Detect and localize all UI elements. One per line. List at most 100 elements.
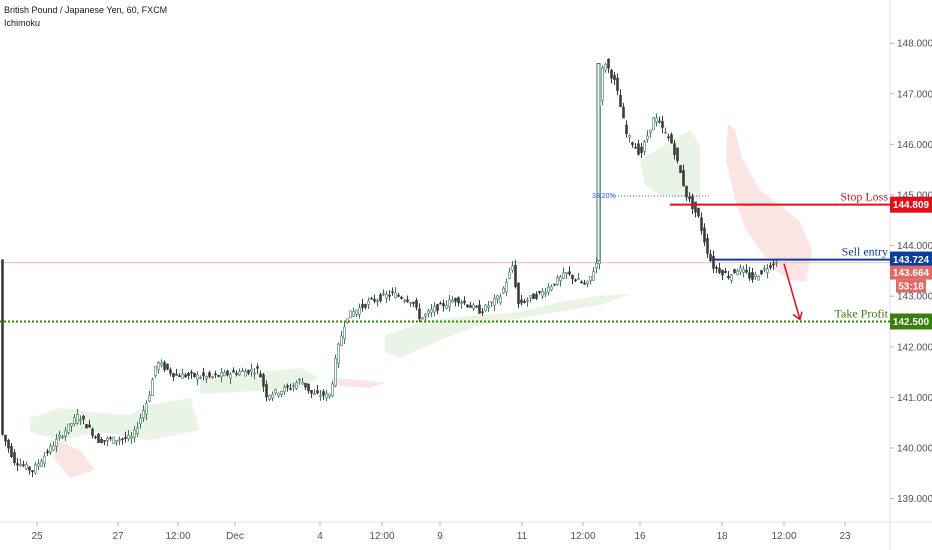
candle-body — [619, 95, 622, 107]
candle-body — [259, 373, 262, 378]
candle-body — [673, 143, 676, 155]
candle-body — [760, 270, 763, 275]
candle-body — [469, 305, 472, 308]
x-tick-label: 12:00 — [369, 531, 394, 542]
candle-body — [754, 274, 757, 277]
candle-body — [151, 379, 154, 397]
countdown-badge — [896, 279, 926, 293]
candle-body — [157, 362, 160, 370]
candle-body — [289, 388, 292, 390]
y-tick-label: 139.000 — [897, 494, 932, 505]
candle-body — [154, 366, 157, 376]
candle-body — [169, 369, 172, 374]
candle-body — [232, 370, 235, 373]
x-axis: 25 27 12:00 Dec 4 12:00 9 11 12:00 16 18 12:00 23 — [31, 522, 851, 542]
candle-body — [640, 146, 643, 153]
y-tick-label: 146.000 — [897, 140, 932, 151]
candle-body — [406, 299, 409, 303]
candle-body — [181, 373, 184, 379]
candle-body — [550, 286, 553, 291]
candle-body — [394, 292, 397, 299]
candle-body — [265, 384, 268, 398]
candle-body — [739, 267, 742, 273]
candle-body — [655, 117, 658, 123]
candle-body — [697, 208, 700, 217]
candle-body — [208, 372, 211, 377]
candle-body — [646, 135, 649, 140]
candle-body — [415, 300, 418, 308]
candle-body — [613, 75, 616, 80]
x-tick-label: 4 — [317, 531, 323, 542]
x-tick-label: Dec — [226, 531, 244, 542]
candle-body — [46, 451, 49, 454]
candle-body — [127, 435, 130, 440]
candle-body — [295, 382, 298, 389]
candle-body — [211, 376, 214, 378]
candle-body — [745, 269, 748, 273]
candle-body — [601, 67, 604, 101]
candle-body — [388, 294, 391, 297]
candle-body — [139, 417, 142, 425]
candle-body — [475, 305, 478, 308]
candle-body — [361, 303, 364, 308]
candle-body — [403, 299, 406, 302]
candle-body — [319, 395, 322, 397]
sell-entry-price-text: 143.724 — [893, 255, 930, 266]
candle-body — [94, 436, 97, 439]
x-tick-label: 25 — [31, 531, 43, 542]
candle-body — [184, 374, 187, 378]
candle-body — [172, 373, 175, 378]
symbol-title: British Pound / Japanese Yen, 60, FXCM — [4, 5, 168, 15]
candle-body — [61, 436, 64, 438]
candle-body — [223, 372, 226, 376]
candle-body — [340, 335, 343, 346]
candle-body — [64, 430, 67, 437]
candle-body — [262, 374, 265, 387]
candle-body — [595, 262, 598, 269]
current-price-badge — [890, 265, 932, 280]
candle-body — [328, 393, 331, 397]
candle-body — [574, 279, 577, 282]
candle-body — [628, 135, 631, 138]
candle-body — [241, 370, 244, 372]
candle-body — [670, 134, 673, 144]
target-arrow — [783, 263, 801, 320]
candle-body — [547, 286, 550, 293]
candle-body — [430, 309, 433, 313]
candle-body — [649, 129, 652, 133]
candle-body — [193, 372, 196, 377]
candle-body — [145, 402, 148, 415]
candle-body — [409, 302, 412, 304]
candle-body — [58, 434, 61, 438]
candle-body — [532, 293, 535, 300]
candle-body — [721, 270, 724, 276]
candle-body — [685, 185, 688, 198]
candle-body — [634, 147, 637, 149]
candle-body — [748, 272, 751, 279]
candle-body — [643, 141, 646, 152]
take-profit-label: Take Profit — [835, 307, 889, 321]
candle-body — [16, 463, 19, 466]
candle-body — [631, 142, 634, 145]
candle-body — [472, 304, 475, 309]
candle-body — [709, 254, 712, 261]
sell-entry-label: Sell entry — [842, 245, 888, 259]
candle-body — [466, 304, 469, 308]
candle-body — [379, 294, 382, 302]
candle-body — [457, 297, 460, 304]
cloud-area — [330, 378, 385, 388]
candle-body — [607, 58, 610, 69]
candle-body — [88, 424, 91, 428]
candle-body — [307, 383, 310, 392]
candle-body — [502, 287, 505, 294]
candle-body — [694, 201, 697, 213]
candle-body — [70, 423, 73, 427]
candle-body — [382, 293, 385, 296]
stop-loss-label: Stop Loss — [840, 190, 888, 204]
candle-body — [376, 300, 379, 302]
fib-level-label: 38.20% — [592, 193, 616, 200]
stop-loss-price-badge — [890, 196, 932, 213]
candle-body — [364, 304, 367, 308]
